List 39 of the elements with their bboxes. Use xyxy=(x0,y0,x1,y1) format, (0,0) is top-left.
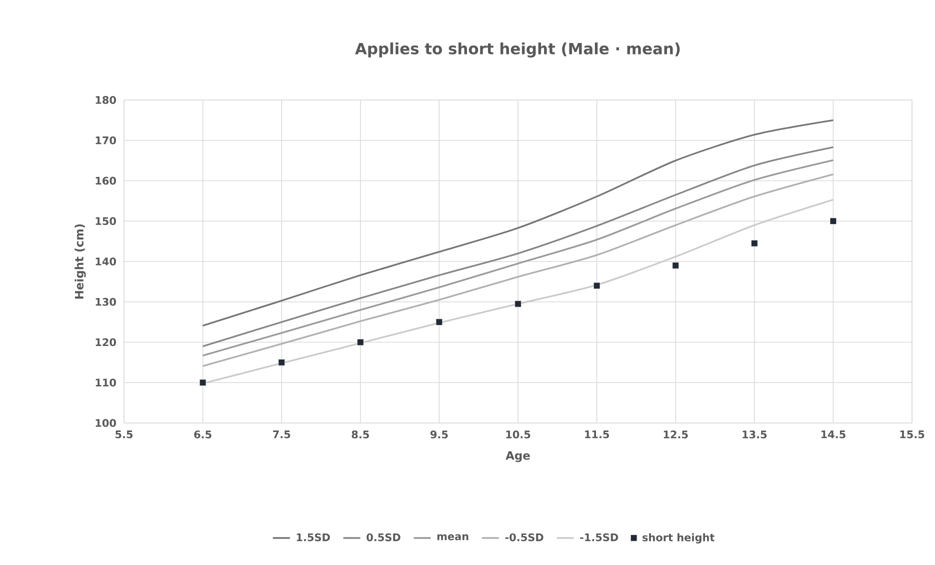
point xyxy=(357,338,364,346)
legend-label: -0.5SD xyxy=(505,533,544,542)
x-tick-label: 8.5 xyxy=(352,430,369,438)
y-tick-label: 160 xyxy=(96,176,116,185)
point xyxy=(278,359,286,366)
x-tick-label: 12.5 xyxy=(664,430,688,438)
line-series xyxy=(202,119,834,327)
legend-label: short height xyxy=(642,533,714,544)
x-tick-label: 9.5 xyxy=(430,430,448,438)
y-tick-label: 180 xyxy=(96,96,116,104)
y-tick-label: 140 xyxy=(96,258,116,266)
point xyxy=(436,318,443,326)
x-tick-label: 13.5 xyxy=(742,430,767,438)
legend-label: 1.5SD xyxy=(296,533,330,542)
y-tick-label: 110 xyxy=(96,378,116,387)
x-tick-label: 15.5 xyxy=(900,430,924,438)
x-tick-label: 6.5 xyxy=(194,430,212,438)
point xyxy=(751,240,758,247)
legend-label: mean xyxy=(437,534,468,540)
x-tick-label: 11.5 xyxy=(585,430,609,438)
x-tick-label: 10.5 xyxy=(506,430,530,438)
y-tick-label: 170 xyxy=(96,136,116,144)
point xyxy=(672,262,680,269)
legend-label: -1.5SD xyxy=(580,533,618,542)
x-tick-label: 7.5 xyxy=(273,430,290,438)
point xyxy=(514,300,522,308)
y-axis-title: Height (cm) xyxy=(74,224,86,299)
point xyxy=(830,218,837,225)
x-tick-label: 5.5 xyxy=(116,430,133,438)
y-tick-label: 120 xyxy=(96,338,116,346)
y-tick-label: 130 xyxy=(96,298,116,306)
x-axis-title: Age xyxy=(506,451,530,462)
point xyxy=(593,282,600,290)
legend-label: 0.5SD xyxy=(366,533,400,542)
y-tick-label: 100 xyxy=(96,419,116,427)
x-tick-label: 14.5 xyxy=(821,430,846,438)
point xyxy=(199,379,206,386)
y-tick-label: 150 xyxy=(96,217,116,226)
chart-title: Applies to short height (Male · mean) xyxy=(355,42,680,58)
